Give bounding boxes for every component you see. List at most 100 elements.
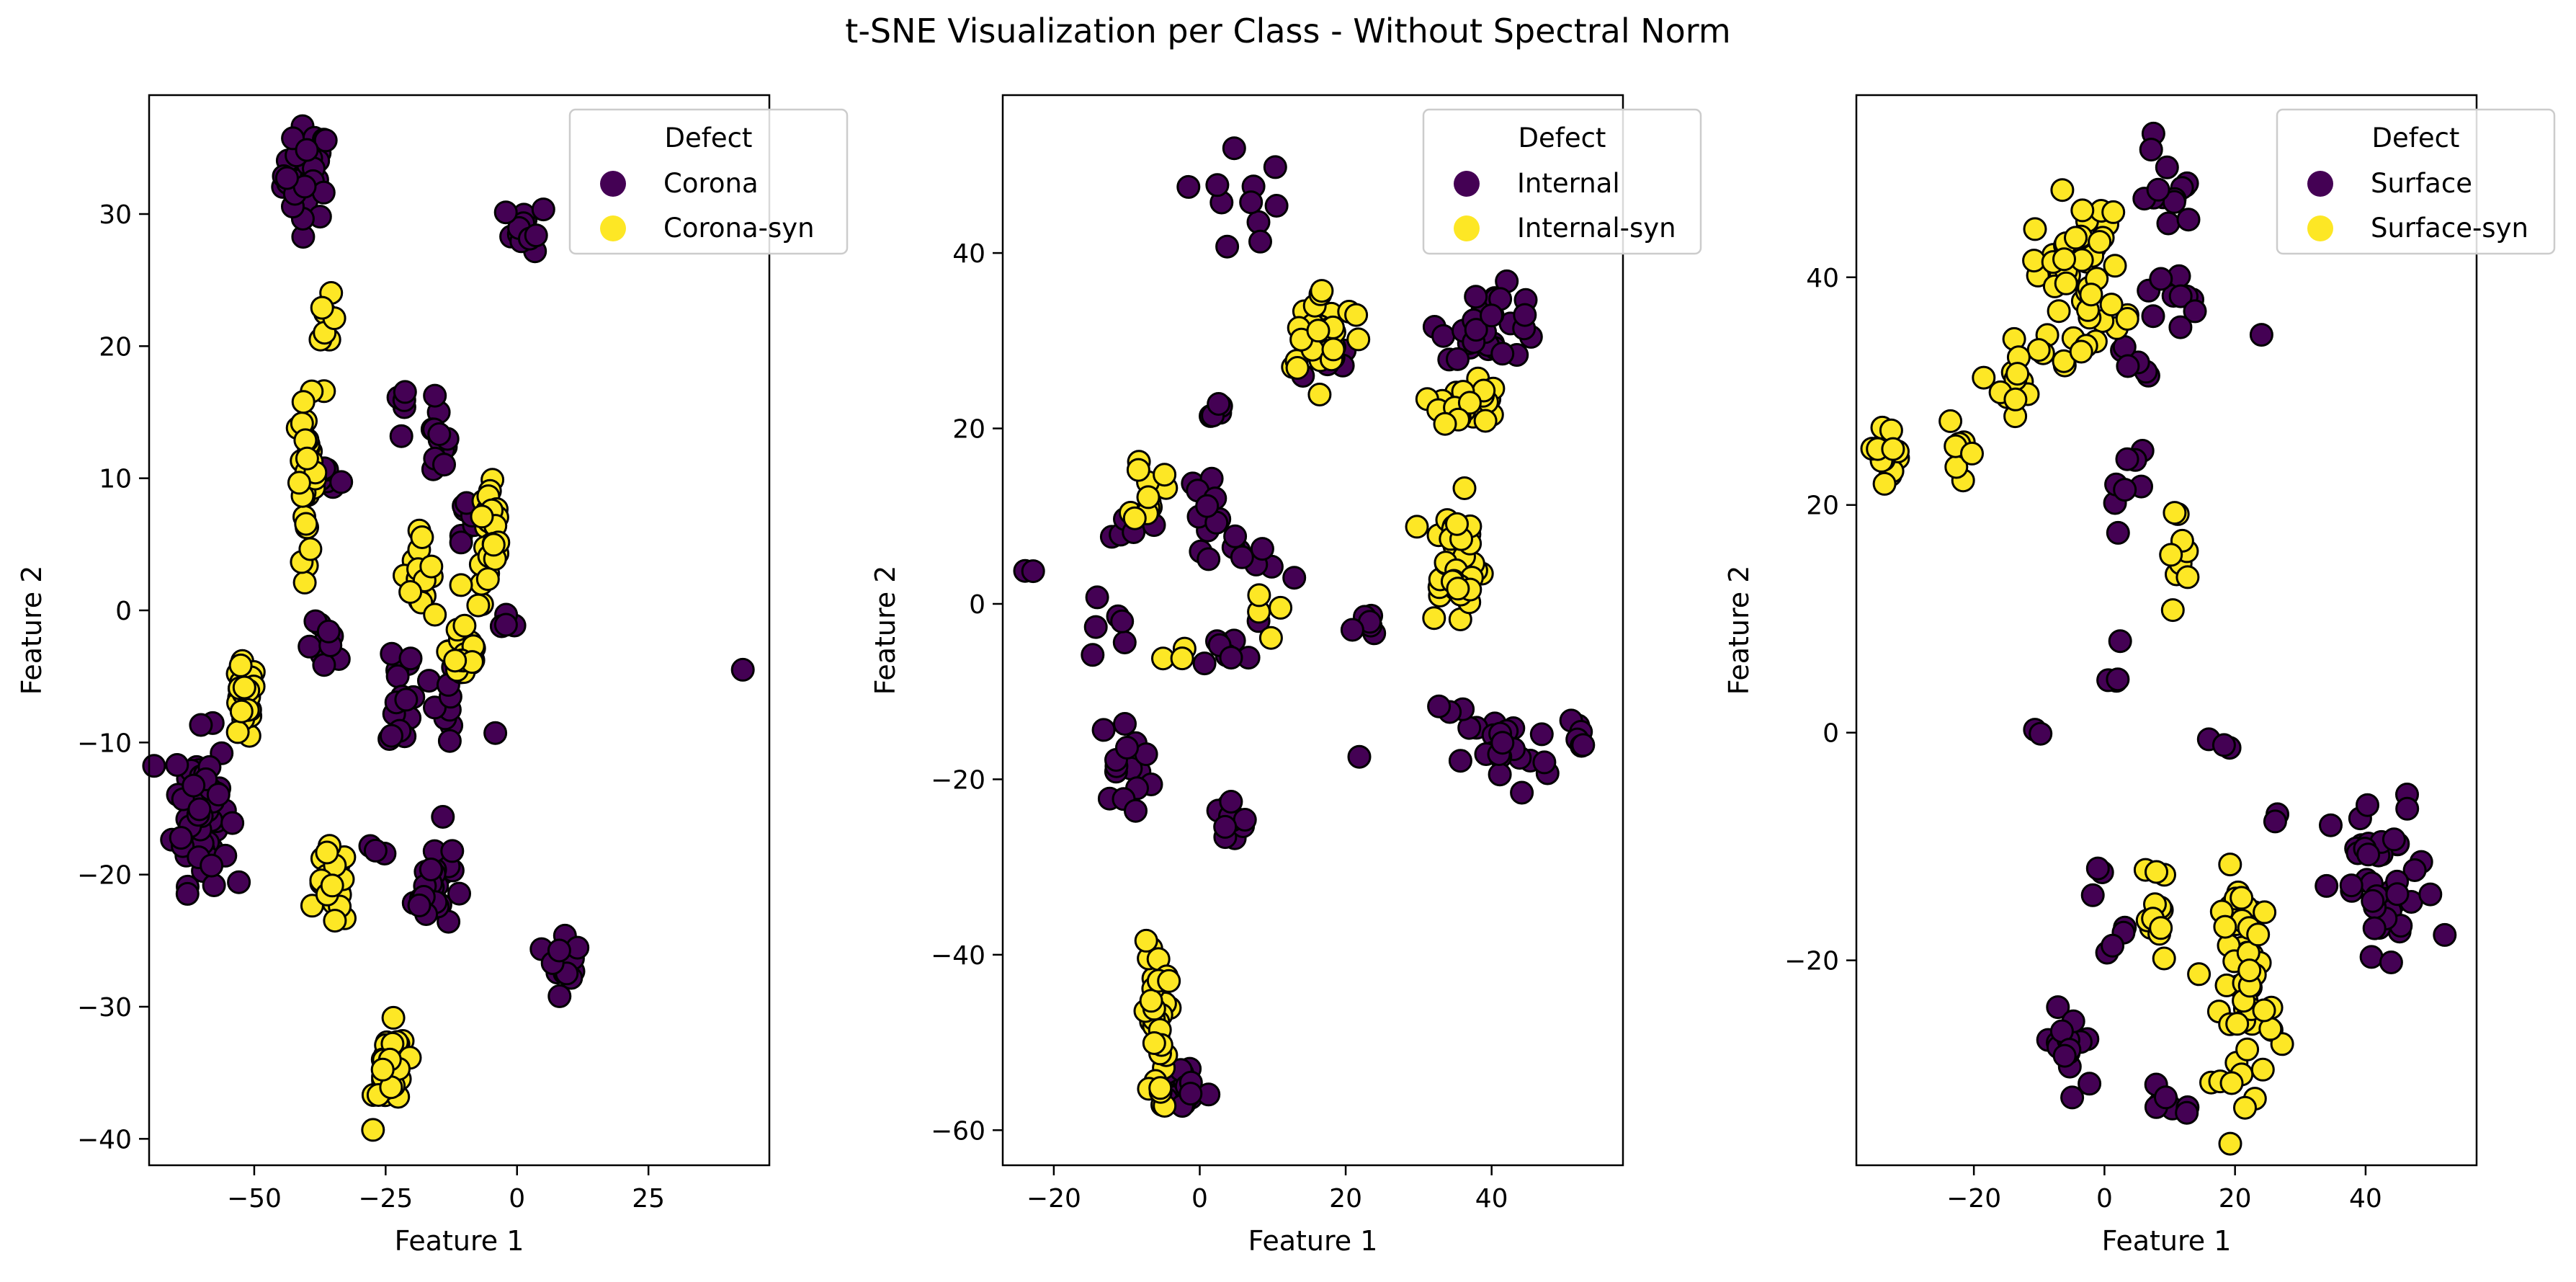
data-point (1452, 476, 1477, 500)
data-point (1513, 303, 1537, 327)
data-point (2141, 304, 2165, 329)
data-point (2052, 247, 2076, 272)
data-point (2253, 900, 2277, 925)
data-point (2252, 998, 2276, 1023)
data-point (1344, 303, 1369, 327)
data-point (449, 573, 473, 597)
data-point (427, 422, 452, 446)
data-point (2218, 853, 2242, 877)
data-point (2047, 299, 2071, 324)
data-point (2246, 922, 2271, 947)
data-point (228, 653, 253, 677)
data-point (1179, 1082, 1203, 1106)
data-point (320, 873, 344, 898)
data-point (2225, 1012, 2250, 1036)
x-tick-label: 0 (1191, 1184, 1208, 1214)
data-point (1571, 733, 1596, 757)
data-point (2145, 860, 2168, 884)
y-tick-label: −40 (77, 1125, 132, 1154)
legend: Defect Surface Surface-syn (2276, 108, 2556, 255)
data-point (437, 729, 462, 753)
data-point (2395, 796, 2420, 821)
data-point (419, 554, 444, 579)
series-corona-syn (225, 281, 511, 1142)
data-point (2070, 198, 2095, 223)
data-point (2183, 299, 2207, 324)
data-point (1139, 989, 1163, 1013)
data-point (2108, 629, 2132, 654)
data-point (1258, 626, 1283, 650)
data-point (2382, 827, 2406, 852)
data-point (1248, 229, 1272, 254)
figure-title: t-SNE Visualization per Class - Without … (845, 12, 1731, 50)
data-point (2230, 886, 2254, 910)
data-point (466, 593, 491, 618)
data-point (316, 619, 341, 644)
data-point (1176, 174, 1201, 199)
y-tick-label: −10 (77, 729, 132, 758)
data-point (1197, 547, 1221, 571)
data-point (1347, 744, 1372, 769)
data-point (169, 826, 193, 850)
data-point (1081, 643, 1105, 667)
legend-label: Internal-syn (1517, 213, 1676, 244)
data-point (2237, 958, 2262, 983)
data-point (2088, 230, 2112, 254)
data-point (1195, 494, 1220, 518)
data-point (2149, 267, 2173, 291)
data-point (1285, 356, 1310, 380)
data-point (389, 424, 413, 448)
data-point (2213, 914, 2237, 939)
data-point (175, 881, 200, 906)
data-point (315, 840, 339, 865)
data-point (2379, 951, 2403, 974)
scatter-panel-2: −20 0 20 40 −60 −40 −20 0 20 40 Feature 1 Feature 2… (869, 94, 1702, 1257)
data-point (1321, 337, 1346, 362)
series-surface-syn (1860, 178, 2294, 1156)
y-tick-label: 0 (1823, 719, 1839, 749)
legend-label: Corona (663, 168, 759, 199)
data-point (187, 797, 212, 822)
data-point (200, 853, 224, 878)
data-point (1405, 515, 1429, 539)
data-point (1115, 736, 1139, 760)
y-axis-label: Feature 2 (1723, 566, 1755, 695)
data-point (1083, 615, 1108, 639)
data-point (165, 753, 189, 777)
data-point (2080, 883, 2105, 907)
y-tick-label: 20 (1806, 491, 1839, 521)
data-point (1230, 545, 1254, 569)
data-point (417, 669, 441, 693)
data-point (1219, 646, 1243, 670)
data-point (730, 657, 755, 682)
data-point (1219, 790, 1243, 814)
data-point (1153, 463, 1177, 487)
data-point (423, 383, 447, 408)
data-point (2103, 254, 2127, 278)
data-point (2079, 282, 2103, 307)
x-tick-label: 25 (632, 1184, 665, 1214)
data-point (2029, 721, 2053, 746)
data-point (1223, 524, 1248, 548)
x-tick-label: 40 (1475, 1184, 1508, 1214)
data-point (2146, 177, 2170, 202)
data-point (2005, 362, 2030, 386)
data-point (2085, 856, 2110, 881)
y-tick-label: 0 (969, 590, 985, 620)
y-tick-label: 10 (99, 465, 132, 494)
plot-frame (1001, 94, 1624, 1167)
data-point (1239, 190, 1264, 215)
data-point (1207, 392, 1231, 416)
data-point (493, 200, 518, 225)
series-surface (2023, 121, 2457, 1125)
data-point (470, 504, 494, 529)
data-point (419, 858, 443, 881)
data-point (232, 675, 256, 700)
data-point (1263, 155, 1287, 179)
plot-frame (1855, 94, 2478, 1167)
x-tick-label: −50 (227, 1184, 282, 1214)
data-point (1157, 969, 1181, 993)
data-point (1490, 342, 1515, 366)
data-point (2176, 208, 2201, 232)
y-tick-label: 0 (115, 597, 132, 626)
